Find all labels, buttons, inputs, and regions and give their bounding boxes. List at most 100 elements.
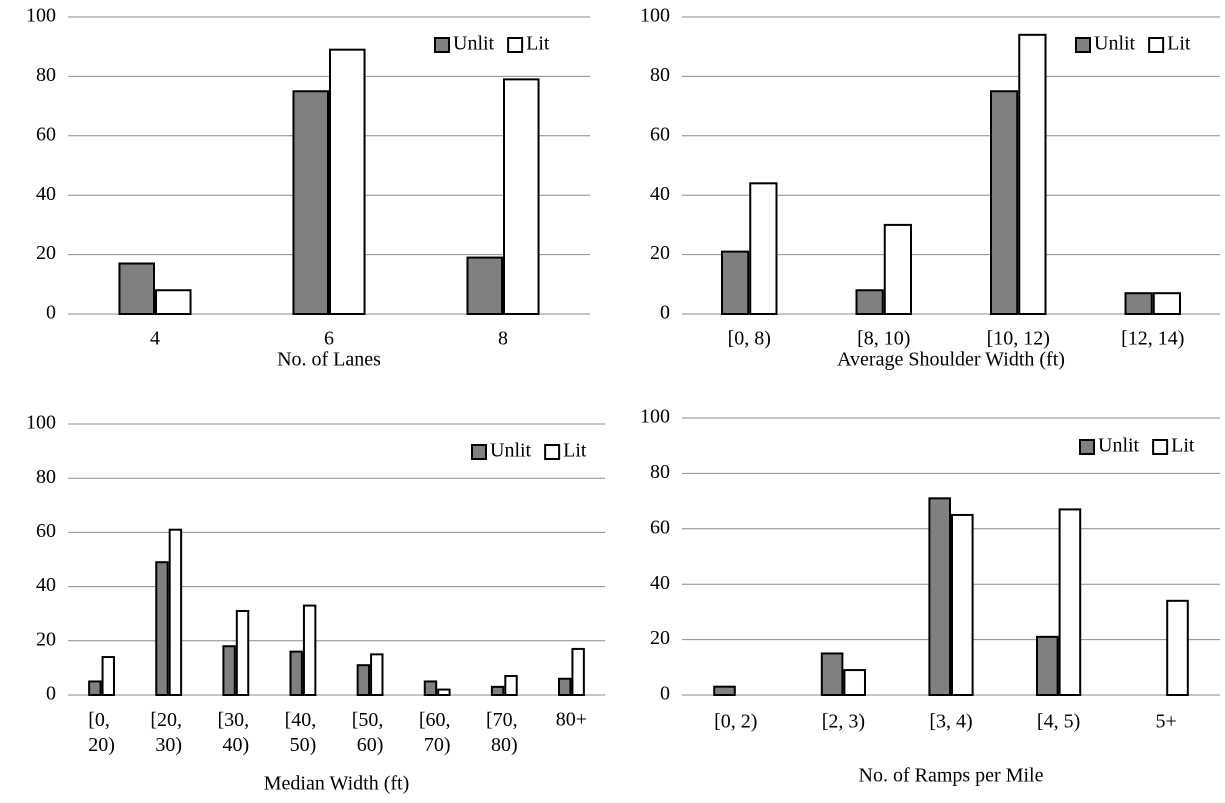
bar	[721, 250, 750, 316]
y-tick-label: 60	[650, 516, 670, 538]
x-tick-label: [10, 12)	[987, 328, 1050, 350]
x-tick-label: [30, 40)	[217, 709, 254, 756]
legend-label: Lit	[526, 33, 550, 55]
x-axis-title: Average Shoulder Width (ft)	[837, 349, 1065, 371]
x-tick-label: [20, 30)	[150, 709, 187, 756]
bar	[490, 685, 505, 696]
legend-swatch	[1079, 439, 1095, 455]
y-tick-label: 100	[640, 406, 670, 428]
bar	[370, 653, 384, 696]
legend-label: Unlit	[1094, 33, 1136, 55]
bar	[1018, 33, 1047, 315]
bar	[289, 650, 303, 697]
x-tick-label: [40, 50)	[285, 709, 322, 756]
y-tick-label: 20	[650, 242, 670, 264]
bar	[155, 561, 169, 697]
x-tick-label: [8, 10)	[857, 328, 910, 350]
y-tick-label: 80	[36, 64, 56, 86]
bar	[466, 256, 503, 316]
y-tick-label: 20	[36, 242, 56, 264]
y-tick-label: 80	[650, 64, 670, 86]
y-tick-label: 40	[650, 183, 670, 205]
legend-label: Unlit	[1098, 435, 1140, 457]
y-tick-label: 40	[36, 183, 56, 205]
legend-label: Lit	[1171, 435, 1195, 457]
legend-label: Lit	[563, 440, 587, 462]
legend-swatch	[1148, 37, 1165, 53]
tick-line: 80)	[491, 734, 518, 756]
bar	[749, 182, 778, 315]
x-axis-title: No. of Ramps per Mile	[859, 765, 1044, 787]
bar	[883, 223, 912, 315]
x-tick-label: [0, 2)	[714, 711, 757, 733]
bar	[1058, 508, 1082, 696]
legend-swatch	[1152, 439, 1169, 455]
bar	[1124, 292, 1153, 315]
y-tick-label: 60	[36, 123, 56, 145]
y-tick-label: 0	[46, 302, 56, 324]
legend-label: Unlit	[453, 33, 495, 55]
bar	[558, 677, 572, 696]
tick-line: [70,	[486, 709, 523, 731]
bar	[928, 497, 951, 696]
bar	[951, 513, 974, 697]
bar	[356, 664, 371, 697]
tick-line: 40)	[222, 734, 249, 756]
x-tick-label: 5+	[1156, 711, 1177, 733]
tick-line: 50)	[290, 734, 317, 756]
legend-label: Unlit	[490, 440, 532, 462]
bar	[235, 609, 250, 696]
bar	[820, 652, 844, 697]
bar	[990, 90, 1019, 315]
tick-line: 60)	[357, 734, 384, 756]
y-tick-label: 20	[650, 627, 670, 649]
x-tick-label: 4	[150, 328, 160, 350]
bar	[503, 78, 540, 316]
y-tick-label: 40	[650, 572, 670, 594]
bar	[222, 645, 236, 696]
legend-swatch	[1075, 37, 1091, 53]
x-tick-label: [12, 14)	[1121, 328, 1184, 350]
legend-swatch	[544, 444, 561, 460]
legend-swatch	[434, 37, 450, 53]
tick-line: [0,	[88, 709, 115, 731]
bar	[504, 675, 518, 697]
tick-line: [20,	[150, 709, 187, 731]
y-tick-label: 80	[36, 466, 56, 488]
x-axis-title: Median Width (ft)	[264, 773, 409, 795]
y-tick-label: 20	[36, 628, 56, 650]
bar	[855, 289, 884, 315]
tick-line: [60,	[419, 709, 456, 731]
legend-label: Lit	[1167, 33, 1191, 55]
y-tick-label: 0	[660, 683, 670, 705]
tick-line: 30)	[155, 734, 182, 756]
tick-line: [50,	[352, 709, 389, 731]
bar	[843, 669, 866, 697]
x-tick-label: 6	[324, 328, 334, 350]
x-tick-label: 8	[498, 328, 508, 350]
bar	[1036, 635, 1059, 697]
bar	[423, 680, 438, 697]
bar	[155, 289, 192, 315]
y-tick-label: 0	[46, 683, 56, 705]
x-axis-title: No. of Lanes	[277, 349, 381, 371]
x-tick-label: [0, 20)	[88, 709, 115, 756]
bar	[571, 647, 585, 696]
y-tick-label: 100	[26, 5, 56, 27]
x-tick-label: [60, 70)	[419, 709, 456, 756]
bar	[329, 48, 366, 315]
bar	[713, 685, 736, 697]
bar	[168, 528, 183, 696]
legend-swatch	[471, 444, 487, 460]
legend-swatch	[507, 37, 524, 53]
x-tick-label: [4, 5)	[1037, 711, 1080, 733]
tick-line: 20)	[88, 734, 115, 756]
x-tick-label: [3, 4)	[929, 711, 972, 733]
y-tick-label: 40	[36, 574, 56, 596]
tick-line: 70)	[424, 734, 451, 756]
y-tick-label: 80	[650, 461, 670, 483]
tick-line: [40,	[285, 709, 322, 731]
bar	[118, 262, 155, 316]
y-tick-label: 60	[36, 520, 56, 542]
